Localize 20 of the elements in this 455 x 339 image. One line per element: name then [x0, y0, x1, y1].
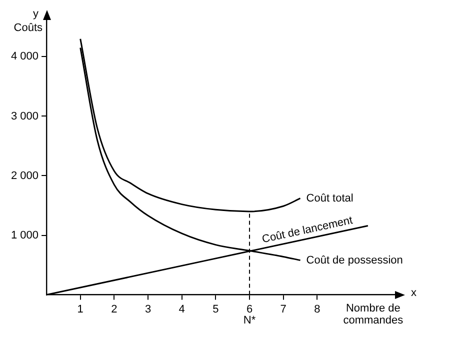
x-axis-title: Nombre de commandes [343, 302, 404, 326]
x-tick-label: 4 [178, 303, 185, 316]
text: y [33, 8, 40, 20]
x-tick-label: 5 [212, 303, 219, 316]
text: Coût de lancement [261, 214, 354, 246]
y-tick-label: 1 000 [10, 229, 39, 242]
ref-line-label: N* [243, 314, 256, 326]
x-tick-label: 6 [246, 303, 253, 316]
x-tick-label: 2 [111, 303, 118, 316]
text: x [411, 286, 417, 299]
y-tick-label: 3 000 [10, 110, 39, 122]
x-tick-label: 7 [280, 303, 286, 316]
y-tick-label: 2 000 [10, 170, 39, 182]
series-label: Coût total [306, 192, 354, 204]
y-tick-label: 4 000 [10, 50, 39, 63]
x-tick-label: 3 [144, 303, 152, 316]
y-axis-title: Coûts [14, 22, 44, 34]
x-tick-label: 8 [314, 303, 320, 316]
series-label: Coût de possession [306, 254, 403, 266]
x-tick-label: 1 [77, 303, 84, 316]
